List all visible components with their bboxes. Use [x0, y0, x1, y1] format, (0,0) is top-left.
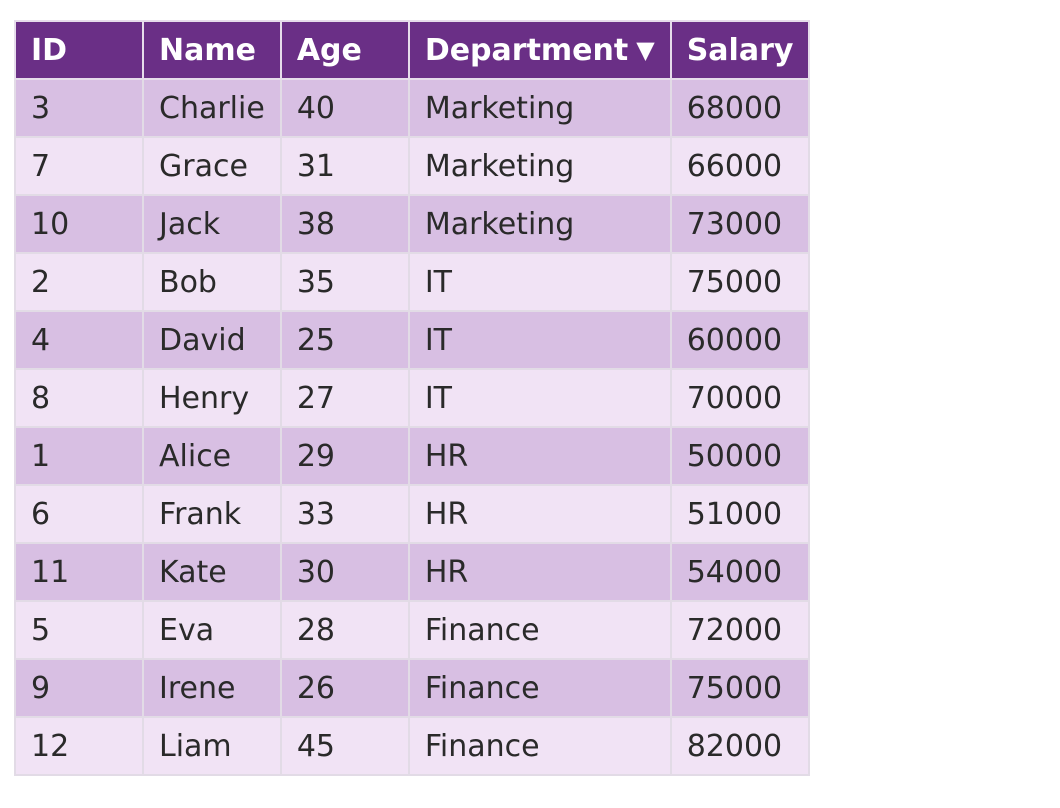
cell-name: Kate [142, 542, 282, 602]
cell-department: HR [407, 426, 672, 486]
column-header-label: ID [31, 32, 68, 68]
cell-salary: 75000 [669, 252, 811, 312]
cell-id: 2 [14, 252, 144, 312]
table-row: 4 David 25 IT 60000 [14, 310, 811, 370]
cell-department: IT [407, 310, 672, 370]
cell-salary: 66000 [669, 136, 811, 196]
table-row: 8 Henry 27 IT 70000 [14, 368, 811, 428]
cell-department: Marketing [407, 136, 672, 196]
table-row: 3 Charlie 40 Marketing 68000 [14, 78, 811, 138]
column-header-label: Name [159, 32, 256, 68]
header-row: ID Name Age Department ▼ Salary [14, 20, 811, 80]
cell-age: 26 [279, 658, 410, 718]
cell-department: Marketing [407, 78, 672, 138]
cell-age: 33 [279, 484, 410, 544]
cell-name: Liam [142, 716, 282, 776]
cell-department: HR [407, 542, 672, 602]
cell-salary: 54000 [669, 542, 811, 602]
cell-age: 29 [279, 426, 410, 486]
cell-age: 27 [279, 368, 410, 428]
cell-age: 31 [279, 136, 410, 196]
cell-salary: 73000 [669, 194, 811, 254]
cell-name: Henry [142, 368, 282, 428]
table-body: 3 Charlie 40 Marketing 68000 7 Grace 31 Marketin… [14, 78, 811, 776]
cell-name: David [142, 310, 282, 370]
cell-age: 45 [279, 716, 410, 776]
table-row: 12 Liam 45 Finance 82000 [14, 716, 811, 776]
cell-id: 9 [14, 658, 144, 718]
cell-age: 30 [279, 542, 410, 602]
cell-name: Irene [142, 658, 282, 718]
cell-salary: 82000 [669, 716, 811, 776]
cell-salary: 68000 [669, 78, 811, 138]
cell-name: Jack [142, 194, 282, 254]
column-header-department[interactable]: Department ▼ [407, 20, 672, 80]
column-header-name[interactable]: Name [142, 20, 282, 80]
cell-name: Alice [142, 426, 282, 486]
cell-id: 6 [14, 484, 144, 544]
cell-salary: 70000 [669, 368, 811, 428]
employee-table: ID Name Age Department ▼ Salary 3 Charlie 4… [14, 20, 811, 776]
table-row: 11 Kate 30 HR 54000 [14, 542, 811, 602]
cell-id: 4 [14, 310, 144, 370]
table-row: 1 Alice 29 HR 50000 [14, 426, 811, 486]
cell-department: Marketing [407, 194, 672, 254]
cell-id: 5 [14, 600, 144, 660]
cell-salary: 51000 [669, 484, 811, 544]
cell-salary: 60000 [669, 310, 811, 370]
cell-id: 3 [14, 78, 144, 138]
cell-age: 25 [279, 310, 410, 370]
table-row: 7 Grace 31 Marketing 66000 [14, 136, 811, 196]
table-row: 2 Bob 35 IT 75000 [14, 252, 811, 312]
table-row: 10 Jack 38 Marketing 73000 [14, 194, 811, 254]
cell-salary: 75000 [669, 658, 811, 718]
cell-department: IT [407, 368, 672, 428]
cell-id: 11 [14, 542, 144, 602]
cell-salary: 72000 [669, 600, 811, 660]
table-row: 5 Eva 28 Finance 72000 [14, 600, 811, 660]
cell-id: 12 [14, 716, 144, 776]
cell-name: Eva [142, 600, 282, 660]
cell-department: Finance [407, 600, 672, 660]
cell-name: Bob [142, 252, 282, 312]
cell-department: Finance [407, 716, 672, 776]
cell-id: 8 [14, 368, 144, 428]
cell-department: HR [407, 484, 672, 544]
column-header-salary[interactable]: Salary [669, 20, 811, 80]
cell-name: Frank [142, 484, 282, 544]
cell-salary: 50000 [669, 426, 811, 486]
column-header-label: Department [424, 32, 629, 68]
cell-department: IT [407, 252, 672, 312]
cell-name: Charlie [142, 78, 282, 138]
cell-id: 7 [14, 136, 144, 196]
table-row: 6 Frank 33 HR 51000 [14, 484, 811, 544]
cell-id: 10 [14, 194, 144, 254]
column-header-label: Age [296, 32, 362, 68]
cell-name: Grace [142, 136, 282, 196]
column-header-id[interactable]: ID [14, 20, 144, 80]
column-header-label: Salary [686, 32, 794, 68]
cell-department: Finance [407, 658, 672, 718]
table-row: 9 Irene 26 Finance 75000 [14, 658, 811, 718]
column-header-age[interactable]: Age [279, 20, 410, 80]
cell-age: 40 [279, 78, 410, 138]
cell-age: 38 [279, 194, 410, 254]
cell-age: 28 [279, 600, 410, 660]
sort-descending-icon: ▼ [636, 35, 655, 64]
table-container: ID Name Age Department ▼ Salary 3 Charlie 4… [14, 20, 811, 776]
cell-age: 35 [279, 252, 410, 312]
cell-id: 1 [14, 426, 144, 486]
